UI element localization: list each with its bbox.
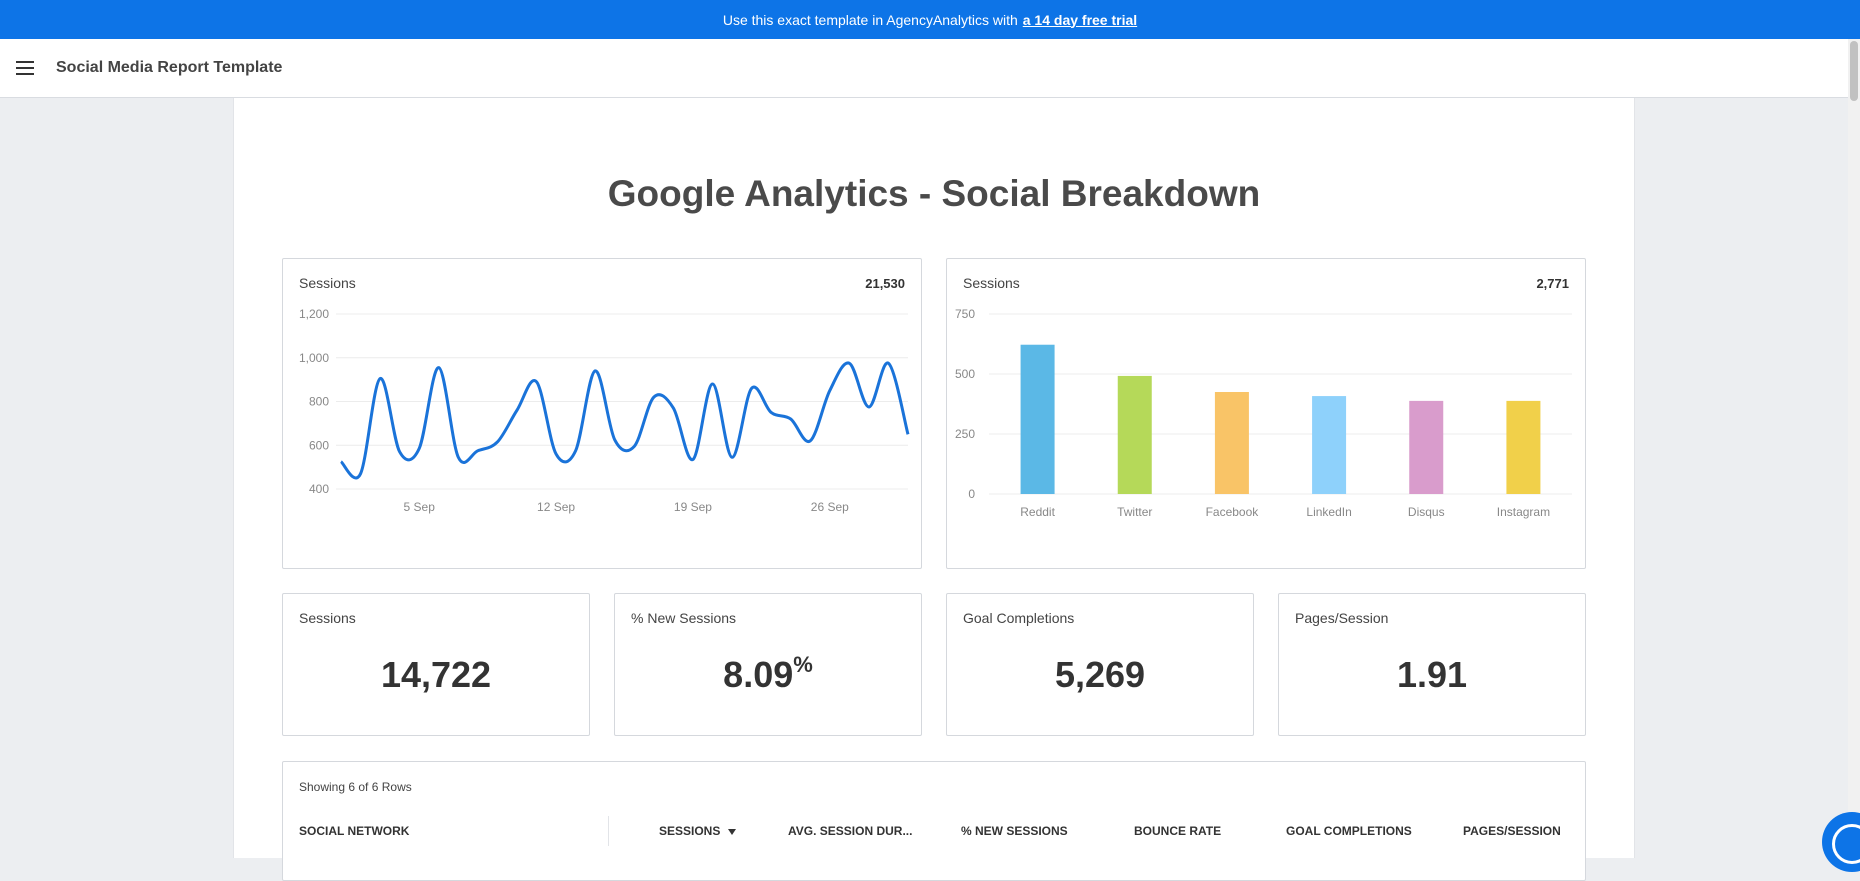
kpi-new-sessions-label: % New Sessions [631,610,737,626]
x-tick-label: 26 Sep [811,500,849,514]
kpi-new-sessions-value: 8.09% [723,652,813,695]
sessions-bar-chart: 0 250 500 750 Reddit Twitter Facebook LinkedIn D… [955,307,1572,519]
top-bar: Social Media Report Template [0,39,1860,98]
sessions-line-chart-card: Sessions 21,530 400 600 800 1,000 1,200 5 Sep… [282,258,922,569]
col-new-sessions[interactable]: % NEW SESSIONS [961,824,1068,838]
report-page: Google Analytics - Social Breakdown Sess… [233,98,1635,881]
promo-banner-text: Use this exact template in AgencyAnalyti… [722,11,1018,28]
chat-widget-button[interactable] [1822,812,1860,872]
x-category-label: Instagram [1497,505,1550,519]
x-category-label: Disqus [1408,505,1445,519]
column-divider [608,816,609,846]
x-category-label: Reddit [1020,505,1055,519]
bar-facebook [1214,392,1249,494]
col-avg-session-duration[interactable]: AVG. SESSION DUR... [788,824,913,838]
scroll-thumb[interactable] [1850,41,1858,101]
y-tick-label: 0 [968,487,975,501]
col-goal-completions[interactable]: GOAL COMPLETIONS [1286,824,1412,838]
y-tick-label: 400 [309,482,329,496]
kpi-sessions-label: Sessions [299,610,356,626]
kpi-pages-session-label: Pages/Session [1295,610,1389,626]
social-network-table: Showing 6 of 6 Rows SOCIAL NETWORK SESSI… [282,761,1586,881]
sessions-bar-chart-card: Sessions 2,771 0 250 500 750 Reddit Twitter Fa… [946,258,1586,569]
sessions-series-line [339,361,910,480]
bar-linkedin [1312,396,1347,494]
x-tick-label: 19 Sep [674,500,712,514]
y-tick-label: 500 [955,367,975,381]
bar-instagram [1506,400,1541,494]
x-tick-label: 12 Sep [537,500,575,514]
y-tick-label: 1,000 [299,351,329,365]
bar-chart-label: Sessions [963,275,1020,291]
kpi-goal-completions-value: 5,269 [1054,654,1146,695]
bar-reddit [1020,344,1055,494]
line-chart-total: 21,530 [865,276,905,291]
y-tick-label: 1,200 [299,307,329,321]
table-header: SOCIAL NETWORK SESSIONS AVG. SESSION DUR… [283,816,1585,846]
col-social-network[interactable]: SOCIAL NETWORK [299,824,410,838]
kpi-sessions-value: 14,722 [380,654,492,695]
bar-chart-total: 2,771 [1536,276,1569,291]
x-category-label: LinkedIn [1306,505,1351,519]
sort-desc-icon[interactable] [728,828,737,835]
y-tick-label: 750 [955,307,975,321]
y-tick-label: 600 [309,438,329,452]
kpi-pages-session-value: 1.91 [1396,654,1468,695]
x-category-label: Twitter [1117,505,1152,519]
line-chart-label: Sessions [299,275,356,291]
y-tick-label: 800 [309,395,329,409]
col-pages-session[interactable]: PAGES/SESSION [1463,824,1561,838]
col-sessions[interactable]: SESSIONS [659,824,737,838]
kpi-goal-completions-label: Goal Completions [963,610,1075,626]
kpi-pages-session-card: Pages/Session 1.91 [1278,593,1586,736]
rows-count-info: Showing 6 of 6 Rows [299,780,412,794]
report-title: Google Analytics - Social Breakdown [607,173,1261,214]
bar-disqus [1409,400,1444,494]
kpi-sessions-card: Sessions 14,722 [282,593,590,736]
x-category-label: Facebook [1206,505,1260,519]
sessions-line-chart: 400 600 800 1,000 1,200 5 Sep 12 Sep 19 Sep 26 S… [299,307,910,514]
x-tick-label: 5 Sep [404,500,436,514]
promo-banner: Use this exact template in AgencyAnalyti… [0,0,1860,39]
bar-twitter [1117,375,1152,494]
app-title: Social Media Report Template [56,59,283,76]
kpi-goal-completions-card: Goal Completions 5,269 [946,593,1254,736]
hamburger-icon[interactable] [16,61,34,75]
kpi-new-sessions-card: % New Sessions 8.09% [614,593,922,736]
y-tick-label: 250 [955,427,975,441]
col-bounce-rate[interactable]: BOUNCE RATE [1134,824,1222,838]
page-scrollbar[interactable] [1848,39,1860,845]
free-trial-link[interactable]: a 14 day free trial [1022,11,1138,28]
chat-icon [1832,824,1860,864]
